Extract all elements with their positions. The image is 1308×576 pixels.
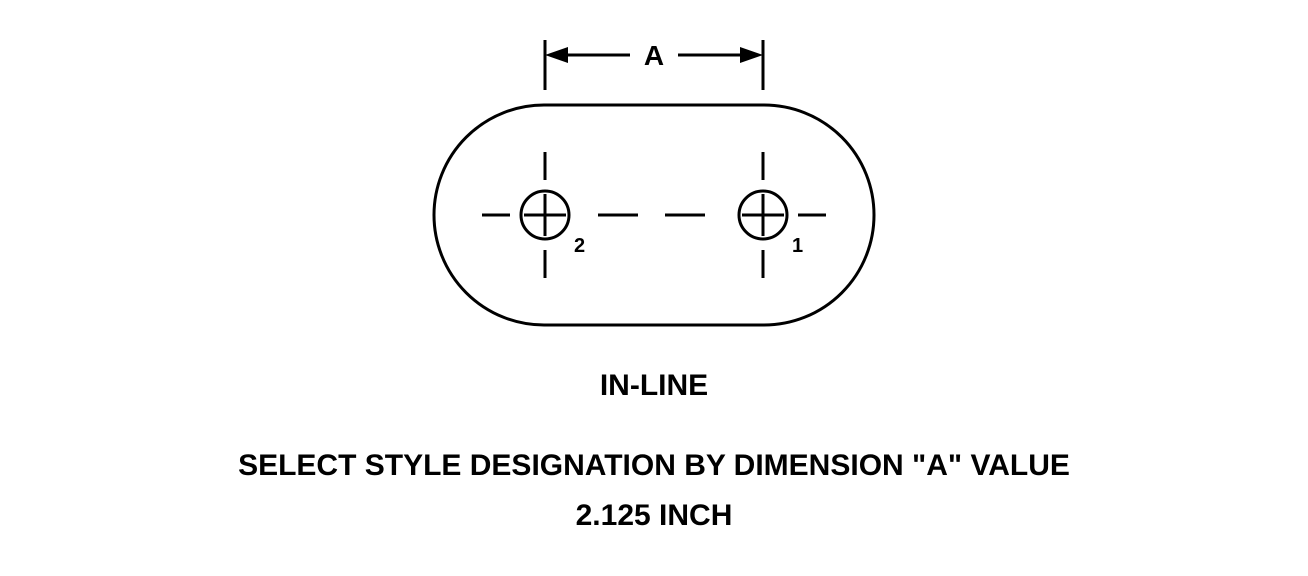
hole-right-label: 1 [792, 235, 803, 257]
caption-line-1: IN-LINE [600, 369, 708, 402]
dim-arrow-right [740, 47, 763, 63]
dimension-label: A [644, 40, 664, 71]
diagram-svg: A 2 1 IN-LINE SELECT STYLE DESIGNATION B… [0, 0, 1308, 576]
dim-arrow-left [545, 47, 568, 63]
caption-line-3: 2.125 INCH [576, 499, 733, 532]
caption-line-2: SELECT STYLE DESIGNATION BY DIMENSION "A… [238, 449, 1070, 482]
hole-left-label: 2 [574, 235, 585, 257]
technical-diagram: A 2 1 IN-LINE SELECT STYLE DESIGNATION B… [0, 0, 1308, 576]
